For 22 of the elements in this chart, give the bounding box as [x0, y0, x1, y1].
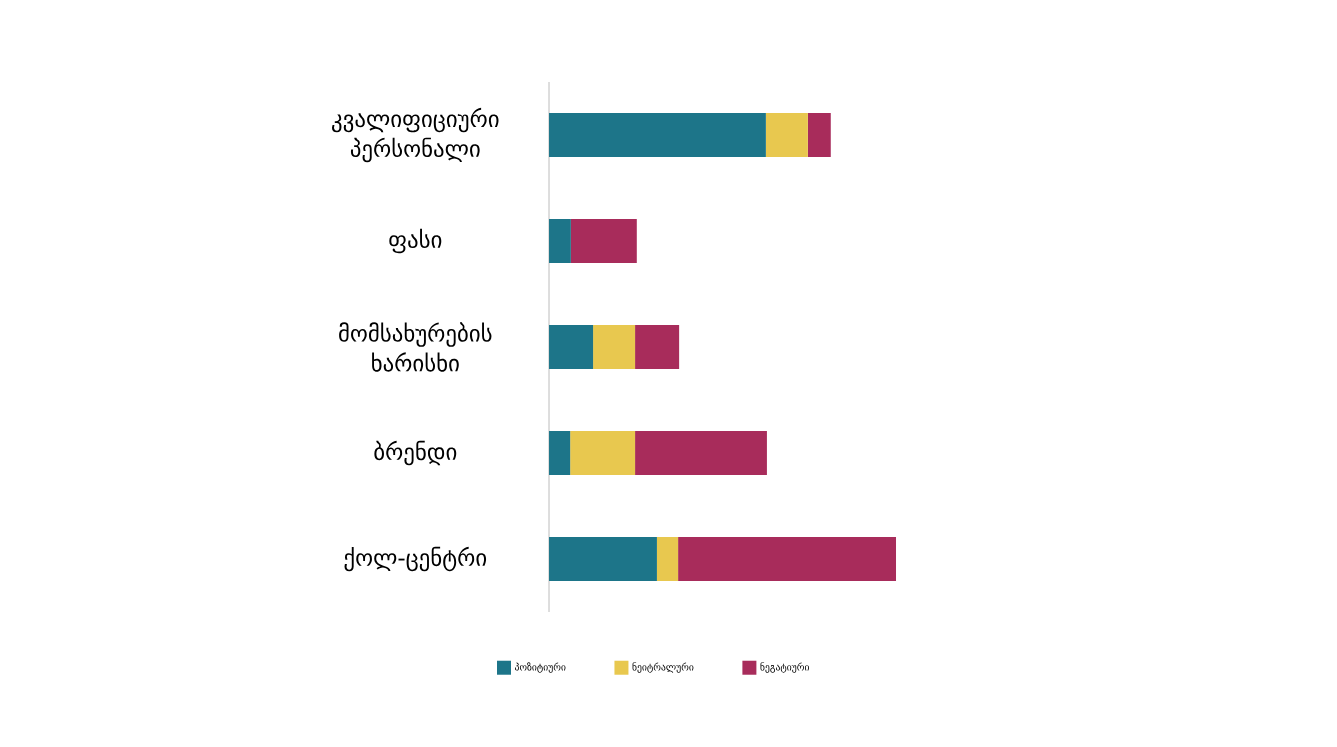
bar [678, 537, 897, 581]
bar [635, 325, 680, 369]
bar [765, 113, 808, 157]
bar [656, 537, 679, 581]
legend-label: ნეიტრალური [632, 662, 694, 673]
bar [570, 219, 637, 263]
bar [593, 325, 636, 369]
bar [549, 219, 571, 263]
bar [807, 113, 831, 157]
y-tick-label: ქოლ-ცენტრი [344, 546, 487, 572]
y-tick-label: კვალიფიციური პერსონალი [331, 107, 499, 163]
legend-label: პოზიტიური [514, 662, 566, 673]
bar [570, 431, 636, 475]
bar [635, 431, 767, 475]
bar [549, 537, 657, 581]
bar [549, 325, 594, 369]
y-tick-label: ფასი [389, 228, 442, 254]
y-tick-label: ბრენდი [374, 440, 457, 466]
bar [549, 431, 571, 475]
bar [549, 113, 766, 157]
legend-label: ნეგატიური [760, 662, 809, 673]
y-tick-label: მომსახურების ხარისხი [339, 322, 492, 372]
